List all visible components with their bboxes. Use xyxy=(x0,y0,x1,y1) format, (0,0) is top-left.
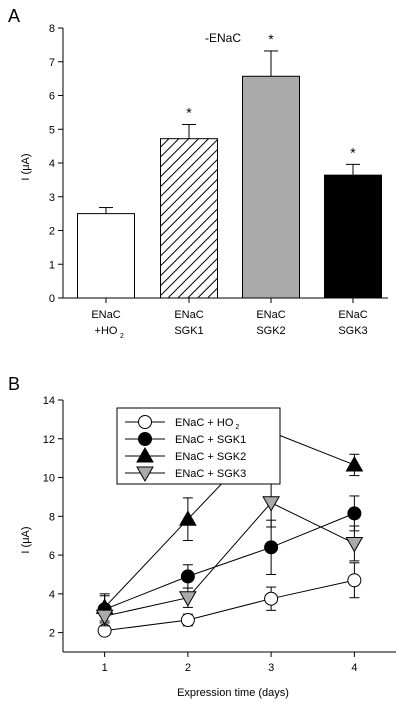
category-label: ENaC xyxy=(338,309,367,321)
series-line xyxy=(104,512,355,610)
category-label: ENaC xyxy=(91,309,120,321)
series-2 xyxy=(97,495,362,624)
x-tick-label: 4 xyxy=(351,662,357,674)
significance-mark: * xyxy=(268,31,274,47)
category-label: SGK1 xyxy=(174,325,203,337)
data-point xyxy=(180,613,195,628)
y-tick-label: 8 xyxy=(49,511,55,523)
panel-a-ylabel: I (μA) xyxy=(20,153,32,180)
y-tick-label: 5 xyxy=(49,124,55,136)
series-4 xyxy=(95,478,364,627)
y-tick-label: 14 xyxy=(43,395,55,407)
series-line xyxy=(104,502,355,617)
legend-label: ENaC + HO xyxy=(175,417,234,429)
y-tick-label: 0 xyxy=(49,293,55,305)
significance-mark: * xyxy=(186,105,192,121)
series-1 xyxy=(97,562,362,638)
data-point xyxy=(262,496,280,512)
panel-b-letter: B xyxy=(8,374,20,394)
series-line xyxy=(104,579,355,632)
x-tick-label: 2 xyxy=(185,662,191,674)
category-label: +HO xyxy=(95,325,118,337)
data-point xyxy=(264,540,279,555)
y-tick-label: 3 xyxy=(49,192,55,204)
panel-b-xlabel: Expression time (days) xyxy=(177,687,289,699)
panel-a-title: -ENaC xyxy=(205,31,241,45)
data-point xyxy=(345,536,364,553)
category-label: ENaC xyxy=(174,309,203,321)
data-point xyxy=(95,609,114,626)
panel-b-ylabel: I (μA) xyxy=(20,526,32,553)
y-tick-label: 10 xyxy=(43,473,55,485)
x-tick-label: 3 xyxy=(268,662,274,674)
category-subscript: 2 xyxy=(120,333,124,340)
legend-label: ENaC + SGK3 xyxy=(175,468,246,480)
legend-label: ENaC + SGK1 xyxy=(175,434,246,446)
y-tick-label: 4 xyxy=(49,158,55,170)
category-label: ENaC xyxy=(256,309,285,321)
y-tick-label: 8 xyxy=(49,23,55,35)
data-point xyxy=(345,455,364,472)
data-point xyxy=(347,573,362,588)
category-label: SGK2 xyxy=(256,325,285,337)
y-tick-label: 2 xyxy=(49,628,55,640)
legend-marker xyxy=(138,432,152,446)
y-tick-label: 12 xyxy=(43,434,55,446)
legend-marker xyxy=(138,415,152,429)
y-tick-label: 7 xyxy=(49,57,55,69)
data-point xyxy=(264,591,279,606)
legend-label: ENaC + SGK2 xyxy=(175,451,246,463)
y-tick-label: 6 xyxy=(49,550,55,562)
data-point xyxy=(179,510,197,526)
y-tick-label: 4 xyxy=(49,589,55,601)
x-tick-label: 1 xyxy=(102,662,108,674)
significance-mark: * xyxy=(350,144,356,160)
bar xyxy=(160,138,218,299)
legend-marker xyxy=(136,466,154,483)
panel-b-legend: ENaC + HO 2 ENaC + SGK1 ENaC + SGK2 ENaC + S… xyxy=(116,407,281,485)
legend-marker xyxy=(136,446,154,463)
y-tick-label: 2 xyxy=(49,226,55,238)
legend-subscript: 2 xyxy=(235,424,239,431)
bar xyxy=(242,75,300,299)
bar xyxy=(77,213,135,299)
data-point xyxy=(347,506,362,521)
panel-a-bars: * * * xyxy=(77,31,382,299)
data-point xyxy=(179,591,197,607)
bar xyxy=(324,174,382,299)
y-tick-label: 1 xyxy=(49,259,55,271)
data-point xyxy=(180,569,195,584)
y-tick-label: 6 xyxy=(49,91,55,103)
panel-a-letter: A xyxy=(8,6,20,26)
category-label: SGK3 xyxy=(338,325,367,337)
